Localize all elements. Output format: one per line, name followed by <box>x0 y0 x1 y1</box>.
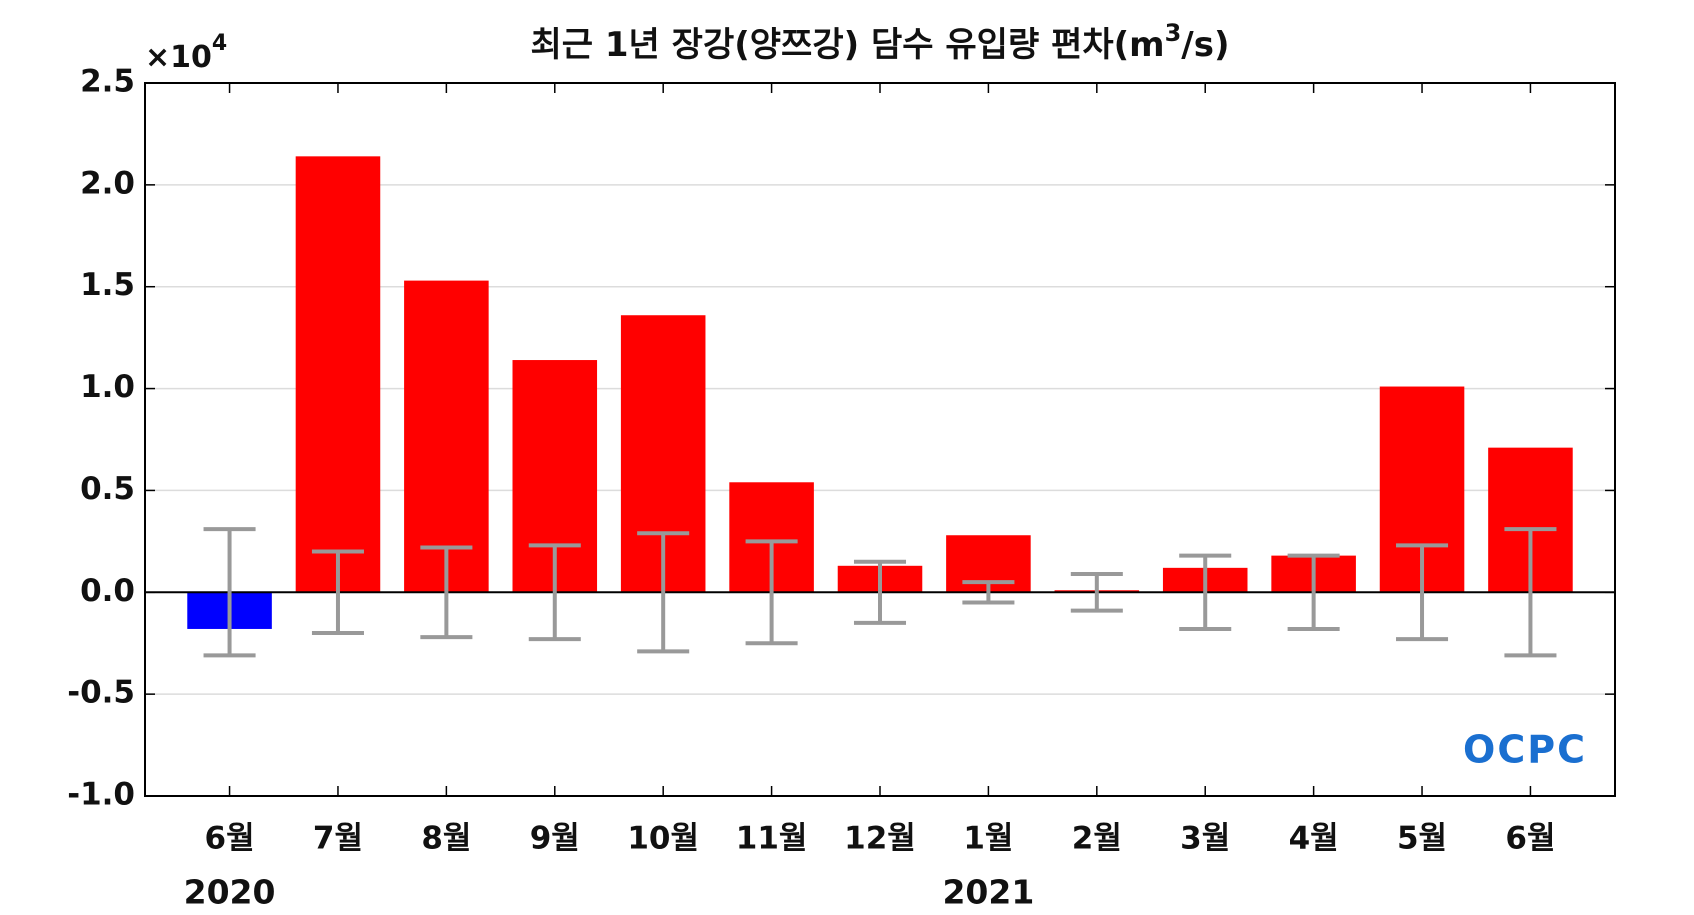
x-tick-label: 4월 <box>1289 821 1339 857</box>
x-tick-label: 6월 <box>1505 821 1555 857</box>
y-tick-label: 2.5 <box>80 64 135 100</box>
logo: OCPC <box>1463 728 1587 772</box>
x-tick-label: 2월 <box>1072 821 1122 857</box>
year-label: 2020 <box>184 873 276 912</box>
bar <box>404 280 489 593</box>
x-tick-label: 10월 <box>627 821 699 857</box>
y-tick-label: 0.0 <box>80 573 135 609</box>
plot-frame <box>144 82 1616 797</box>
bar <box>295 156 381 593</box>
x-tick-label: 1월 <box>963 821 1013 857</box>
error-bar <box>962 580 1015 605</box>
title-main: 최근 1년 장강(양쯔강) 담수 유입량 편차(m <box>531 25 1165 65</box>
chart-title: 최근 1년 장강(양쯔강) 담수 유입량 편차(m3/s) <box>531 19 1230 65</box>
x-tick-label: 7월 <box>313 821 363 857</box>
error-bar <box>203 527 256 658</box>
error-bar <box>1504 527 1557 658</box>
error-bar <box>1070 571 1123 613</box>
y-tick-label: 1.0 <box>80 369 135 405</box>
multiplier-base: ×10 <box>145 40 212 75</box>
year-label: 2021 <box>942 873 1034 912</box>
error-bar <box>311 549 364 636</box>
error-bar <box>637 531 690 654</box>
x-tick-label: 9월 <box>530 821 580 857</box>
x-tick-label: 11월 <box>736 821 808 857</box>
error-bar <box>1179 553 1232 631</box>
title-superscript: 3 <box>1165 19 1182 47</box>
title-end: /s) <box>1181 25 1229 65</box>
y-tick-label: 1.5 <box>80 267 135 303</box>
error-bar <box>1287 553 1340 631</box>
x-tick-label: 12월 <box>844 821 916 857</box>
multiplier-exponent: 4 <box>212 31 227 56</box>
y-tick-label: 2.0 <box>80 165 135 201</box>
error-bar <box>420 545 473 640</box>
error-bar <box>1396 543 1449 642</box>
x-tick-label: 6월 <box>205 821 255 857</box>
x-tick-label: 3월 <box>1180 821 1230 857</box>
y-tick-label: 0.5 <box>80 471 135 507</box>
y-multiplier: ×104 <box>145 31 227 75</box>
y-tick-label: -0.5 <box>67 675 135 711</box>
error-bar <box>528 543 581 642</box>
y-tick-label: -1.0 <box>67 777 135 813</box>
error-bar <box>853 559 907 625</box>
error-bar <box>745 539 798 646</box>
x-tick-label: 8월 <box>421 821 471 857</box>
x-tick-label: 5월 <box>1397 821 1447 857</box>
